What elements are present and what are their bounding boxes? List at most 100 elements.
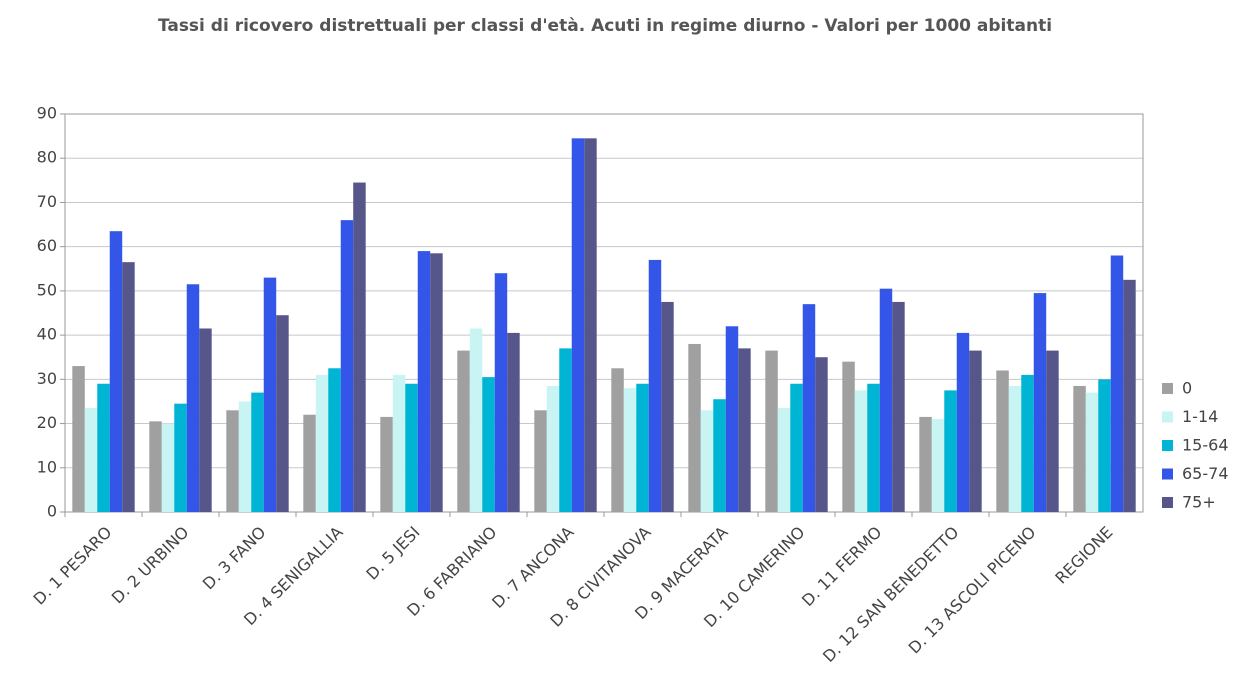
bar: [1085, 392, 1099, 512]
bar: [611, 368, 624, 512]
bar: [149, 421, 162, 512]
bar: [1123, 279, 1136, 512]
legend-swatch: [1162, 411, 1173, 423]
x-tick-label: D. 2 URBINO: [108, 523, 193, 608]
x-tick-label: D. 3 FANO: [199, 523, 270, 594]
bar: [417, 251, 431, 513]
bar: [725, 326, 739, 512]
legend-label: 1-14: [1182, 407, 1218, 426]
bar: [688, 343, 701, 512]
legend-swatch: [1162, 383, 1173, 394]
bar: [251, 392, 264, 512]
bar: [340, 220, 354, 512]
bar: [263, 277, 277, 512]
bar: [1110, 255, 1124, 512]
bar: [1098, 379, 1111, 512]
bar: [571, 138, 585, 513]
legend-label: 75+: [1182, 493, 1216, 512]
x-tick-label: D. 12 SAN BENEDETTO: [819, 523, 962, 666]
legend-label: 15-64: [1182, 436, 1229, 455]
bar: [457, 350, 470, 512]
bar: [122, 262, 135, 512]
chart-title: Tassi di ricovero distrettuali per class…: [157, 16, 1053, 36]
bar: [1033, 293, 1047, 512]
y-tick-label: 60: [37, 236, 57, 255]
y-tick-label: 10: [37, 457, 57, 476]
bar: [494, 273, 508, 512]
bar: [328, 368, 341, 512]
bar: [815, 357, 828, 512]
bar: [315, 374, 329, 512]
bar: [380, 416, 393, 512]
bar: [648, 259, 662, 512]
bar: [559, 348, 572, 512]
bar: [482, 377, 495, 512]
x-tick-label: D. 13 ASCOLI PICENO: [905, 523, 1040, 658]
bar: [1046, 350, 1059, 512]
x-tick-label: D. 1 PESARO: [30, 523, 116, 609]
legend-swatch: [1162, 497, 1173, 508]
y-tick-label: 80: [37, 148, 57, 167]
x-tick-label: D. 5 JESI: [362, 523, 423, 584]
bar: [969, 350, 982, 512]
bar: [161, 423, 175, 512]
y-tick-label: 20: [37, 413, 57, 432]
bar: [72, 366, 85, 512]
bar: [469, 328, 483, 512]
bar: [109, 231, 123, 512]
legend-label: 65-74: [1182, 464, 1229, 483]
bar: [546, 385, 560, 512]
bar: [713, 399, 726, 512]
bar: [738, 348, 751, 512]
bar: [174, 403, 187, 512]
x-tick-label: D. 11 FERMO: [798, 523, 886, 611]
bar: [956, 332, 970, 512]
bar: [636, 383, 649, 512]
bar: [842, 361, 855, 512]
bar: [303, 414, 316, 512]
bar: [392, 374, 406, 512]
bar: [879, 288, 893, 512]
bar: [944, 390, 957, 512]
x-tick-label: REGIONE: [1051, 523, 1116, 588]
bar: [186, 284, 200, 512]
bar: [405, 383, 418, 512]
y-tick-label: 50: [37, 280, 57, 299]
bar: [84, 408, 98, 512]
y-tick-label: 70: [37, 192, 57, 211]
bar: [353, 182, 366, 513]
bar: [507, 332, 520, 512]
bar: [867, 383, 880, 512]
y-tick-label: 30: [37, 369, 57, 388]
legend-swatch: [1162, 468, 1173, 480]
bar: [700, 410, 714, 512]
bar: [623, 388, 637, 512]
bar: [765, 350, 778, 512]
bar: [892, 301, 905, 512]
bar: [661, 301, 674, 512]
bar: [790, 383, 803, 512]
bar: [238, 401, 252, 512]
bar: [97, 383, 110, 512]
bar: [996, 370, 1009, 512]
bar: [931, 419, 945, 512]
bar: [854, 390, 868, 512]
bar: [226, 410, 239, 512]
bar: [1021, 374, 1034, 512]
bar: [919, 416, 932, 512]
bar: [199, 328, 212, 512]
bar: [802, 304, 816, 512]
bar: [777, 408, 791, 512]
bar: [1073, 385, 1086, 512]
bar: [276, 315, 289, 512]
bar: [584, 138, 597, 513]
y-tick-label: 40: [37, 325, 57, 344]
y-tick-label: 90: [37, 104, 57, 123]
y-tick-label: 0: [47, 502, 57, 521]
bar: [430, 253, 443, 513]
legend-label: 0: [1182, 379, 1192, 398]
legend-swatch: [1162, 440, 1173, 451]
bar: [534, 410, 547, 512]
